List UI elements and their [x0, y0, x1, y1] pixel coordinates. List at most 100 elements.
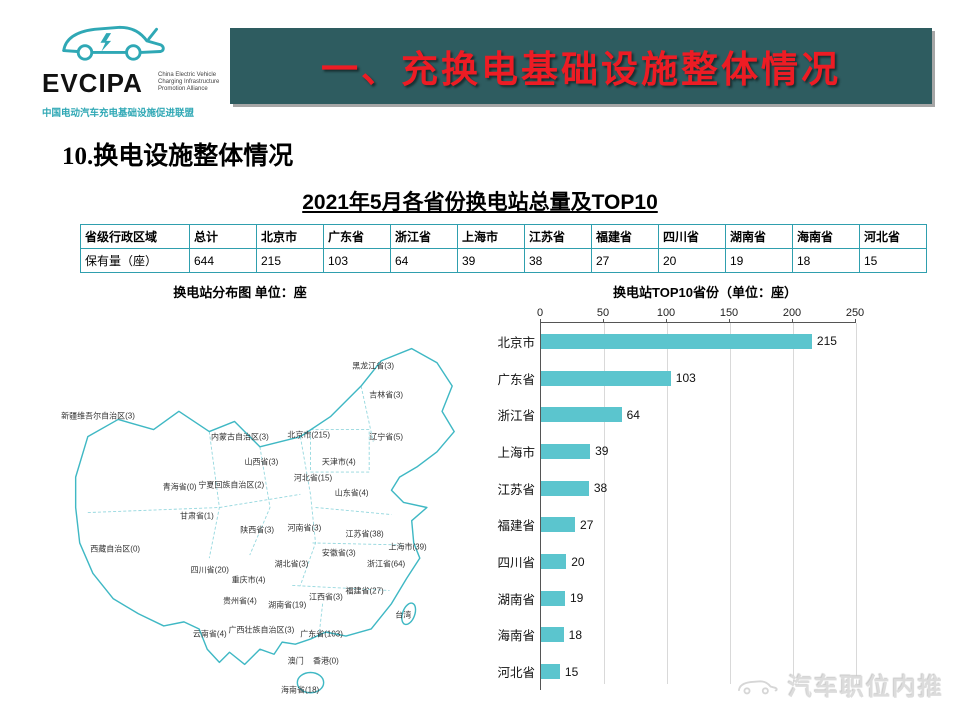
bar	[541, 517, 576, 533]
bar-value-label: 18	[568, 627, 583, 642]
bar-category-label: 北京市	[497, 335, 535, 350]
table-header-cell: 四川省	[658, 224, 726, 249]
bar	[541, 664, 560, 680]
axis-tick-mark	[603, 319, 604, 323]
top10-bar-chart: 0 50 100 150 200 250 北京市 215 广东省 103 浙江省 64 上海市 39 江苏…	[470, 302, 890, 702]
map-label: 海南省(18)	[280, 685, 320, 695]
bar-category-label: 浙江省	[497, 409, 535, 424]
map-label: 台湾	[395, 610, 412, 620]
map-title: 换电站分布图 单位：座	[173, 285, 307, 300]
map-label: 山西省(3)	[244, 457, 279, 467]
map-label: 贵州省(4)	[223, 596, 257, 606]
map-label: 山东省(4)	[334, 488, 369, 498]
watermark-text: 汽车职位内推	[788, 674, 944, 701]
province-table: 省级行政区域 总计 北京市 广东省 浙江省 上海市 江苏省 福建省 四川省 湖南省 海南省 河北省 保有…	[80, 224, 927, 273]
watermark: 汽车职位内推	[736, 667, 944, 702]
table-header-cell: 湖南省	[725, 224, 793, 249]
bar-row: 四川省 20	[497, 543, 856, 580]
bar-value-label: 15	[564, 664, 579, 679]
bar-category-label: 湖南省	[497, 592, 535, 607]
bar-row: 江苏省 38	[497, 470, 856, 507]
axis-tick-label: 200	[782, 307, 802, 319]
bar-value-label: 20	[571, 554, 585, 569]
bar	[541, 443, 591, 459]
gridline	[856, 323, 857, 684]
map-label: 陕西省(3)	[240, 525, 274, 535]
map-label: 江苏省(38)	[345, 529, 384, 539]
chart-main-title: 2021年5月各省份换电站总量及TOP10	[302, 191, 658, 214]
bar-chart-title: 换电站TOP10省份（单位：座）	[613, 285, 797, 300]
bar-value-label: 38	[593, 481, 608, 496]
axis-tick-mark	[540, 319, 541, 323]
axis-tick-label: 100	[656, 307, 676, 319]
chart-axis: 0 50 100 150 200 250	[537, 302, 864, 323]
table-cell: 644	[189, 248, 257, 273]
bar	[541, 554, 567, 570]
map-label: 北京市(215)	[287, 430, 331, 440]
page-title: 一、充换电基础设施整体情况	[321, 49, 841, 90]
logo-subtitle-cn: 中国电动汽车充电基础设施促进联盟	[42, 108, 195, 119]
header-bar: 一、充换电基础设施整体情况	[230, 28, 932, 104]
map-label: 辽宁省(5)	[369, 432, 403, 442]
map-label: 内蒙古自治区(3)	[211, 432, 269, 442]
map-label: 广西壮族自治区(3)	[228, 625, 295, 635]
watermark-car-icon	[738, 679, 778, 694]
map-label: 宁夏回族自治区(2)	[198, 480, 265, 490]
bar-value-label: 64	[626, 407, 640, 422]
bar-row: 广东省 103	[497, 360, 856, 397]
map-label: 湖南省(19)	[268, 600, 307, 610]
bar-category-label: 海南省	[497, 629, 535, 644]
bar-category-label: 河北省	[497, 666, 535, 681]
table-header-cell: 浙江省	[390, 224, 458, 249]
map-label: 天津市(4)	[321, 457, 356, 467]
bar-category-label: 江苏省	[497, 482, 535, 497]
map-label: 澳门	[287, 656, 304, 666]
axis-tick-label: 150	[719, 307, 739, 319]
bar-value-label: 19	[569, 591, 584, 606]
table-header-cell: 北京市	[256, 224, 324, 249]
bar-row: 福建省 27	[497, 507, 856, 544]
table-header-cell: 福建省	[591, 224, 659, 249]
map-label: 黑龙江省(3)	[352, 361, 395, 371]
axis-tick-mark	[729, 319, 730, 323]
table-header-cell: 省级行政区域	[80, 224, 190, 249]
table-cell: 215	[256, 248, 324, 273]
bar-category-label: 四川省	[497, 556, 535, 571]
table-header-row: 省级行政区域 总计 北京市 广东省 浙江省 上海市 江苏省 福建省 四川省 湖南省 海南省 河北省	[80, 224, 927, 249]
bar-value-label: 103	[675, 371, 696, 386]
bar-row: 浙江省 64	[497, 396, 856, 433]
bar-value-label: 215	[816, 334, 837, 349]
map-label: 福建省(27)	[345, 586, 384, 595]
logo-subtitle-en: China Electric Vehicle Charging Infrastr…	[158, 72, 220, 93]
map-label: 广东省(103)	[300, 629, 343, 639]
bar	[541, 333, 812, 349]
bar	[541, 370, 671, 386]
bar	[541, 590, 565, 606]
map-label: 香港(0)	[313, 656, 339, 666]
section-title: 10.换电设施整体情况	[62, 143, 294, 170]
bar-row: 上海市 39	[497, 433, 856, 470]
table-header-cell: 广东省	[323, 224, 391, 249]
gridline	[667, 323, 668, 684]
table-header-cell: 上海市	[457, 224, 525, 249]
table-cell: 103	[323, 248, 391, 273]
axis-tick-label: 250	[845, 307, 865, 319]
bar-row: 海南省 18	[497, 617, 856, 654]
gridline	[730, 323, 731, 684]
map-label: 安徽省(3)	[321, 548, 356, 558]
table-cell: 64	[390, 248, 458, 273]
map-label: 云南省(4)	[192, 629, 227, 639]
map-label: 河南省(3)	[287, 523, 322, 533]
axis-tick-mark	[792, 319, 793, 323]
map-label: 湖北省(3)	[274, 559, 309, 569]
axis-tick-label: 50	[596, 307, 610, 319]
map-label: 甘肃省(1)	[180, 511, 214, 521]
chart-rows: 北京市 215 广东省 103 浙江省 64 上海市 39 江苏省 38 福建省 27 四川省 20 湖南省…	[497, 323, 856, 690]
bar-value-label: 27	[580, 517, 594, 532]
table-cell: 38	[524, 248, 592, 273]
axis-tick-mark	[855, 319, 856, 323]
bar	[541, 627, 564, 643]
table-header-cell: 江苏省	[524, 224, 592, 249]
bar	[541, 407, 622, 423]
table-cell: 18	[792, 248, 860, 273]
